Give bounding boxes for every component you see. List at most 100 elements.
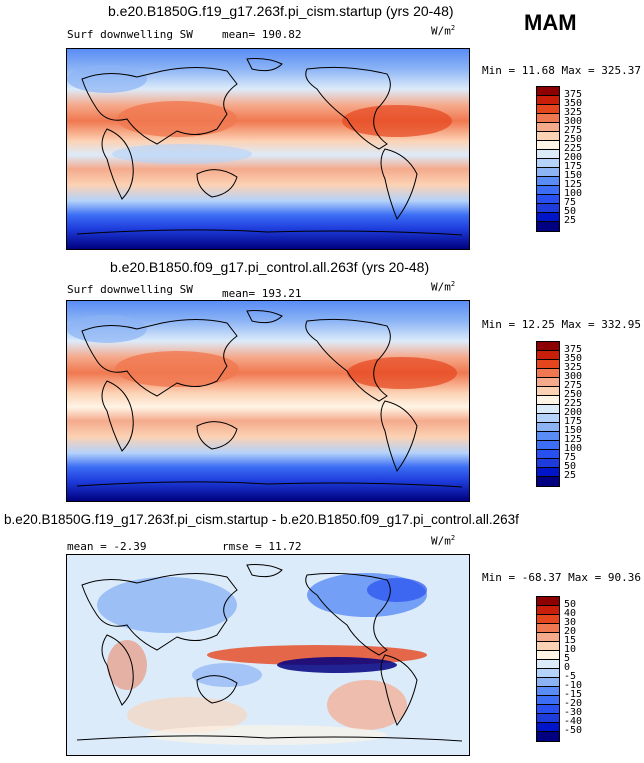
panel1-colorbar-segment (537, 114, 559, 123)
panel3-colorbar-tick-label: 20 (564, 626, 577, 637)
season-label: MAM (524, 10, 577, 35)
panel1-colorbar-tick-label: 100 (564, 188, 583, 199)
panel1-colorbar-tick-label: 300 (564, 116, 583, 127)
panel2-title: b.e20.B1850.f09_g17.pi_control.all.263f … (110, 259, 430, 275)
panel3-colorbar-tick-label: -15 (564, 689, 583, 700)
panel1-colorbar-tick-label: 200 (564, 152, 583, 163)
panel2-colorbar-segment (537, 369, 559, 378)
panel2-field-svg (67, 301, 469, 501)
panel3-colorbar-tick-label: -10 (564, 680, 583, 691)
panel1-map (66, 48, 470, 250)
panel2-colorbar-tick-label: 225 (564, 398, 583, 409)
panel1-mean: mean= 190.82 (222, 28, 302, 41)
panel1-field-label: Surf downwelling SW (67, 28, 193, 41)
panel2-colorbar-segment (537, 477, 559, 486)
panel1-colorbar-tick-label: 125 (564, 179, 583, 190)
panel2-colorbar-segment (537, 351, 559, 360)
panel3-map (66, 554, 470, 756)
panel2-colorbar (536, 341, 560, 487)
panel1-colorbar-tick-label: 75 (564, 197, 577, 208)
panel1-colorbar (536, 86, 560, 232)
panel3-title: b.e20.B1850G.f19_g17.263f.pi_cism.startu… (4, 512, 519, 527)
panel2-colorbar-segment (537, 432, 559, 441)
panel1-colorbar-segment (537, 195, 559, 204)
panel3-colorbar-segment (537, 705, 559, 714)
panel1-colorbar-segment (537, 186, 559, 195)
panel1-colorbar-tick-label: 250 (564, 134, 583, 145)
panel1-colorbar-tick-label: 25 (564, 215, 577, 226)
panel2-colorbar-tick-label: 250 (564, 389, 583, 400)
panel3-mean: mean = -2.39 (67, 540, 147, 553)
panel2-colorbar-tick-label: 25 (564, 470, 577, 481)
panel3-colorbar-segment (537, 624, 559, 633)
panel1-colorbar-tick-label: 150 (564, 170, 583, 181)
panel2-colorbar-tick-label: 300 (564, 371, 583, 382)
panel2-colorbar-segment (537, 441, 559, 450)
panel1-colorbar-segment (537, 105, 559, 114)
panel3-colorbar-segment (537, 615, 559, 624)
panel2-colorbar-tick-label: 50 (564, 461, 577, 472)
panel3-colorbar-segment (537, 642, 559, 651)
panel1-field-svg (67, 49, 469, 249)
panel3-colorbar-segment (537, 678, 559, 687)
panel2-colorbar-tick-label: 150 (564, 425, 583, 436)
panel2-colorbar-tick-label: 125 (564, 434, 583, 445)
panel3-colorbar-segment (537, 597, 559, 606)
panel3-colorbar-segment (537, 732, 559, 741)
panel2-colorbar-segment (537, 405, 559, 414)
panel1-colorbar-segment (537, 87, 559, 96)
panel1-colorbar-tick-label: 350 (564, 98, 583, 109)
panel1-colorbar-tick-label: 225 (564, 143, 583, 154)
panel3-colorbar-tick-label: 40 (564, 608, 577, 619)
panel1-colorbar-segment (537, 150, 559, 159)
panel1-colorbar-tick-label: 375 (564, 89, 583, 100)
panel2-colorbar-segment (537, 468, 559, 477)
panel1-colorbar-segment (537, 222, 559, 231)
panel3-colorbar-tick-label: 15 (564, 635, 577, 646)
panel1-colorbar-segment (537, 141, 559, 150)
panel1-units: W/m2 (431, 24, 456, 38)
panel1-colorbar-segment (537, 204, 559, 213)
panel2-map (66, 300, 470, 502)
panel2-colorbar-tick-label: 275 (564, 380, 583, 391)
panel3-colorbar-tick-label: -40 (564, 716, 583, 727)
panel3-colorbar-tick-label: 0 (564, 662, 571, 673)
panel3-colorbar-segment (537, 687, 559, 696)
panel3-colorbar-tick-label: -30 (564, 707, 583, 718)
panel1-colorbar-tick-label: 50 (564, 206, 577, 217)
panel2-colorbar-segment (537, 387, 559, 396)
panel2-colorbar-segment (537, 378, 559, 387)
panel1-colorbar-tick-label: 325 (564, 107, 583, 118)
panel1-colorbar-segment (537, 159, 559, 168)
panel3-colorbar-tick-label: 30 (564, 617, 577, 628)
panel3-colorbar-segment (537, 723, 559, 732)
panel3-colorbar-segment (537, 669, 559, 678)
panel1-colorbar-segment (537, 177, 559, 186)
panel3-colorbar-segment (537, 660, 559, 669)
panel3-colorbar (536, 596, 560, 742)
panel2-colorbar-segment (537, 459, 559, 468)
panel2-colorbar-segment (537, 342, 559, 351)
panel1-colorbar-tick-label: 275 (564, 125, 583, 136)
panel3-colorbar-segment (537, 651, 559, 660)
panel3-colorbar-segment (537, 714, 559, 723)
panel3-colorbar-tick-label: -20 (564, 698, 583, 709)
panel3-colorbar-segment (537, 696, 559, 705)
panel2-colorbar-tick-label: 200 (564, 407, 583, 418)
panel2-field-label: Surf downwelling SW (67, 283, 193, 296)
panel2-colorbar-tick-label: 75 (564, 452, 577, 463)
panel3-colorbar-segment (537, 606, 559, 615)
panel1-colorbar-segment (537, 213, 559, 222)
panel2-colorbar-segment (537, 423, 559, 432)
panel1-colorbar-segment (537, 96, 559, 105)
panel3-colorbar-tick-label: 50 (564, 599, 577, 610)
panel3-colorbar-tick-label: -5 (564, 671, 577, 682)
panel2-colorbar-tick-label: 175 (564, 416, 583, 427)
panel1-minmax: Min = 11.68 Max = 325.37 (482, 64, 641, 77)
panel3-rmse: rmse = 11.72 (222, 540, 302, 553)
panel2-colorbar-tick-label: 325 (564, 362, 583, 373)
panel2-colorbar-tick-label: 350 (564, 353, 583, 364)
panel2-colorbar-segment (537, 396, 559, 405)
panel2-units: W/m2 (431, 280, 456, 294)
panel3-colorbar-tick-label: 10 (564, 644, 577, 655)
